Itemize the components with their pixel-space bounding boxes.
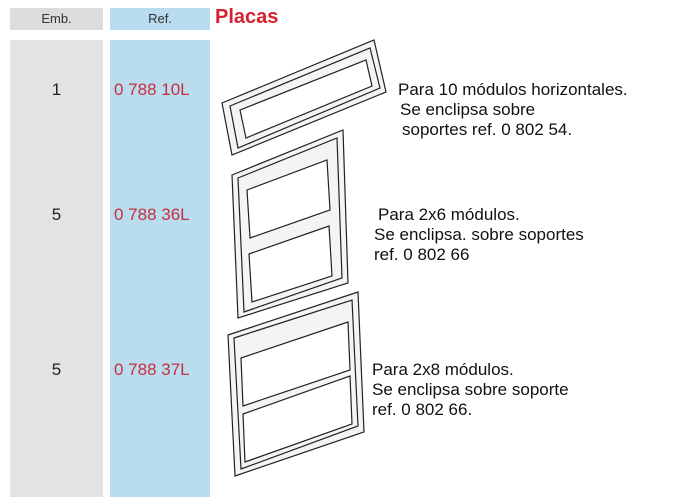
plate-10-modules <box>221 39 387 156</box>
section-title: Placas <box>215 6 279 28</box>
ref-value: 0 788 37L <box>114 360 190 379</box>
emb-value: 5 <box>51 360 62 379</box>
description-line: Para 2x6 módulos. <box>378 205 520 224</box>
description-line: Para 2x8 módulos. <box>372 360 514 379</box>
description-line: Se enclipsa. sobre soportes <box>374 225 584 244</box>
ref-header-cell <box>110 8 210 30</box>
description-line: Se enclipsa sobre <box>400 100 536 119</box>
emb-column <box>10 40 103 497</box>
description-line: ref. 0 802 66. <box>372 400 473 419</box>
emb-header: Emb. <box>41 11 72 26</box>
ref-value: 0 788 10L <box>114 80 190 99</box>
description-line: Para 10 módulos horizontales. <box>398 80 628 99</box>
emb-value: 5 <box>51 205 62 224</box>
description: Para 2x8 módulos. Se enclipsa sobre sopo… <box>372 360 569 420</box>
description: Para 10 módulos horizontales. Se enclips… <box>398 80 628 140</box>
description-line: Se enclipsa sobre soporte <box>372 380 569 399</box>
description: Para 2x6 módulos. Se enclipsa. sobre sop… <box>374 205 584 265</box>
ref-header: Ref. <box>148 11 172 26</box>
ref-value: 0 788 36L <box>114 205 190 224</box>
description-line: soportes ref. 0 802 54. <box>402 120 573 139</box>
ref-column <box>110 40 210 497</box>
plate-2x6-modules <box>231 129 349 319</box>
plate-2x8-modules <box>227 291 365 477</box>
emb-value: 1 <box>51 80 62 99</box>
description-line: ref. 0 802 66 <box>374 245 470 264</box>
emb-header-cell <box>10 8 103 30</box>
